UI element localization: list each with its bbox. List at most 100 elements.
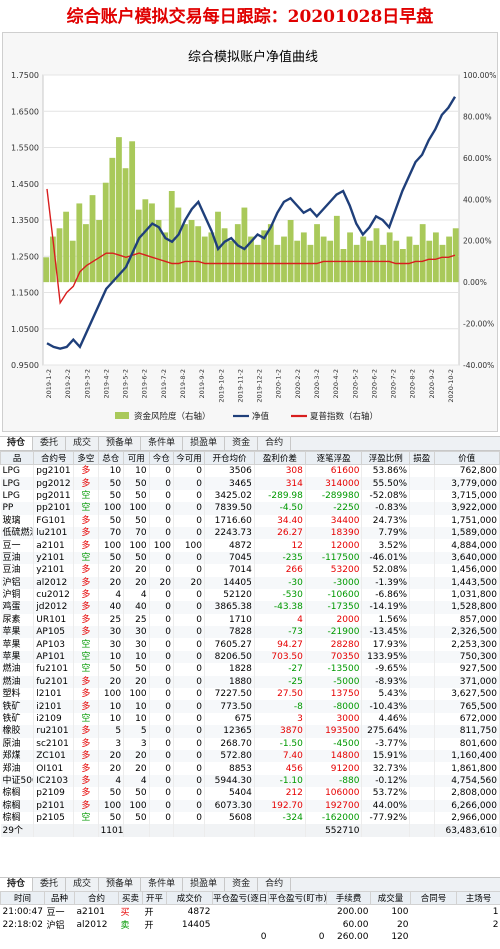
top-tab[interactable]: 合约 (258, 437, 292, 450)
position-cell: jd2012 (33, 601, 75, 614)
position-cell: 44.00% (361, 799, 411, 812)
position-row[interactable]: 低硫燃油lu2101多7070002243.7326.27183907.79%1… (0, 526, 500, 540)
column-header[interactable]: 合约号 (33, 451, 75, 465)
trade-column-header[interactable]: 品种 (44, 891, 75, 905)
position-cell: 61600 (305, 464, 363, 478)
bottom-tab[interactable]: 预备单 (99, 878, 142, 891)
position-row[interactable]: 郑煤 ZC101 多 20 20 0 0 572.80 7.40 14800 15.91% 1,160… (0, 749, 500, 763)
column-header[interactable]: 浮盈比例 (361, 451, 411, 465)
position-row[interactable]: 橡胶 ru2101 多 5 5 0 0 12365 3870 193500 275.64% 811,7… (0, 725, 500, 738)
position-row[interactable]: PP pp2101 空 100 100 0 0 7839.50 -4.50 -2250 -0.83%… (0, 502, 500, 515)
position-row[interactable]: 燃油 fu2101 多 20 20 0 0 1880 -25 -5000 -8.93% 371,000 (0, 675, 500, 689)
top-tab[interactable]: 成交 (66, 437, 100, 450)
trade-column-header[interactable]: 成交价 (166, 891, 213, 905)
column-header[interactable]: 多空 (73, 451, 99, 465)
top-tab[interactable]: 损盈单 (183, 437, 226, 450)
risk-bar (168, 191, 175, 283)
trade-column-header[interactable]: 合约 (74, 891, 119, 905)
position-row[interactable]: 沪铜 cu2012 多 4 4 0 0 52120 -530 -10600 -6.86% 1,031,… (0, 588, 500, 602)
position-row[interactable]: LPG pg2011 空 50 50 0 0 3425.02 -289.98 -289980 -52… (0, 489, 500, 503)
position-cell: 0 (149, 489, 174, 503)
position-cell: 7839.50 (204, 502, 255, 515)
column-header[interactable]: 总仓 (97, 451, 125, 465)
position-cell: 50 (98, 787, 125, 800)
position-row[interactable]: 棕榈 p2109 多 50 50 0 0 5404 212 106000 53.72% 2,808,0… (0, 787, 500, 800)
top-tab[interactable]: 委托 (33, 437, 67, 450)
net-value-chart: 综合模拟账户净值曲线 1.7500 1.6500 1.5500 1.4500 1.3500… (2, 32, 498, 432)
trade-column-header[interactable]: 时间 (0, 891, 45, 905)
column-header[interactable]: 盈利价差 (253, 451, 306, 465)
position-cell: 212 (254, 787, 306, 800)
position-row[interactable]: 原油 sc2101 多 3 3 0 0 268.70 -1.50 -4500 -3.77% 801,6… (0, 737, 500, 750)
position-cell: 25 (123, 613, 150, 627)
y-right-tick-label: 100.00% (463, 71, 496, 80)
bottom-tab[interactable]: 持仓 (0, 878, 34, 891)
bottom-tab[interactable]: 委托 (33, 878, 67, 891)
position-row[interactable]: 苹果 AP105 多 30 30 0 0 7828 -73 -21900 -13.45% 2,326,… (0, 626, 500, 639)
position-row[interactable]: 苹果 AP101 空 10 10 0 0 8206.50 703.50 70350 133.95% 7… (0, 650, 500, 664)
position-row[interactable]: 塑料 l2101 多 100 100 0 0 7227.50 27.50 13750 5.43% 3,… (0, 688, 500, 701)
top-tab[interactable]: 资金 (225, 437, 259, 450)
position-row[interactable]: LPG pg2012 多 50 50 0 0 3465 314 314000 55.50% 3,779… (0, 477, 500, 490)
position-row[interactable]: 郑油 OI101 多 20 20 0 0 8853 456 91200 32.73% 1,861,80… (0, 762, 500, 775)
position-cell (409, 725, 435, 738)
column-header[interactable]: 逐笔浮盈 (304, 451, 363, 465)
top-tab[interactable]: 条件单 (141, 437, 184, 450)
position-row[interactable]: 沪铝 al2012 多 20 20 20 20 14405 -30 -3000 -1.39% 1,44… (0, 576, 500, 589)
position-row[interactable]: 铁矿 i2109 空 10 10 0 0 675 3 3000 4.46% 672,000 (0, 712, 500, 726)
position-cell: 3000 (305, 712, 363, 726)
sharpe-line (46, 188, 456, 305)
position-cell: 20 (98, 762, 125, 775)
trade-column-header[interactable]: 手续费 (326, 891, 371, 905)
position-row[interactable]: 苹果 AP103 空 30 30 0 0 7605.27 94.27 28280 17.93% 2,2… (0, 638, 500, 651)
top-tab[interactable]: 预备单 (99, 437, 142, 450)
column-header[interactable]: 可用 (123, 451, 150, 465)
column-header[interactable]: 价值 (433, 451, 500, 465)
risk-bar (96, 220, 103, 283)
position-cell: 7014 (204, 564, 255, 577)
position-row[interactable]: 棕榈 p2101 多 100 100 0 0 6073.30 192.70 192700 44.00… (0, 799, 500, 812)
bottom-tab[interactable]: 条件单 (141, 878, 184, 891)
trade-column-header[interactable]: 平仓盈亏(盯市) (268, 891, 327, 905)
column-header[interactable]: 损盈 (409, 451, 435, 465)
column-header[interactable]: 今可用 (172, 451, 206, 465)
position-row[interactable]: 棕榈 p2105 空 50 50 0 0 5608 -324 -162000 -77.92% 2,96… (0, 811, 500, 825)
trade-column-header[interactable]: 买卖 (118, 891, 143, 905)
trade-column-header[interactable]: 平仓盈亏(逐日) (212, 891, 269, 905)
summary-cell (173, 824, 206, 837)
position-cell: 0 (149, 650, 174, 664)
bottom-tab[interactable]: 资金 (225, 878, 259, 891)
position-cell: 40 (98, 601, 125, 614)
position-row[interactable]: 豆一 a2101 多 100 100 100 100 4872 12 12000 3.52% 4,88… (0, 539, 500, 552)
position-row[interactable]: 尿素 UR101 多 25 25 0 0 1710 4 2000 1.56% 857,000 (0, 613, 500, 627)
column-header[interactable]: 开仓均价 (204, 451, 255, 465)
trade-cell: 100 (391, 906, 409, 917)
column-header[interactable]: 今仓 (148, 451, 174, 465)
position-row[interactable]: 鸡蛋 jd2012 多 40 40 0 0 3865.38 -43.38 -17350 -14.19… (0, 601, 500, 614)
bottom-tab[interactable]: 成交 (66, 878, 100, 891)
risk-bar (102, 182, 109, 283)
position-row[interactable]: 豆油 y2101 空 50 50 0 0 7045 -235 -117500 -46.01% 3,64… (0, 551, 500, 565)
trade-column-header[interactable]: 主场号 (456, 891, 500, 905)
position-row[interactable]: 铁矿 i2101 多 10 10 0 0 773.50 -8 -8000 -10.43% 765,50… (0, 700, 500, 713)
position-row[interactable]: 豆油 y2101 多 20 20 0 0 7014 266 53200 52.08% 1,456,00… (0, 564, 500, 577)
position-cell: 多 (73, 477, 99, 490)
bottom-tab[interactable]: 损盈单 (183, 878, 226, 891)
summary-cell (254, 824, 306, 837)
position-row[interactable]: 燃油 fu2101 空 50 50 0 0 1828 -27 -13500 -9.65% 927,50… (0, 663, 500, 676)
position-cell (409, 811, 435, 825)
trade-column-header[interactable]: 成交量 (370, 891, 411, 905)
position-cell: al2012 (33, 576, 75, 589)
column-header[interactable]: 品 (0, 451, 35, 465)
position-row[interactable]: 玻璃 FG101 多 50 50 0 0 1716.60 34.40 34400 24.73% 1,7… (0, 514, 500, 527)
trade-column-header[interactable]: 合同号 (410, 891, 457, 905)
top-tab[interactable]: 持仓 (0, 437, 34, 450)
bottom-tab[interactable]: 合约 (258, 878, 292, 891)
position-cell (409, 539, 435, 552)
position-row[interactable]: 中证500IC2103多44005944.30-1.10-880-0.12%4,… (0, 774, 500, 788)
position-cell (409, 564, 435, 577)
position-row[interactable]: LPG pg2101 多 10 10 0 0 3506 308 61600 53.86% 762,80… (0, 464, 500, 478)
trade-row[interactable]: 22:18:02 沪铝 al2012 卖 开 14405 60.00 20 2 (1, 918, 500, 932)
trade-column-header[interactable]: 开平 (142, 891, 167, 905)
trade-row[interactable]: 21:00:47 豆一 a2101 买 开 4872 200.00 100 1 (1, 905, 500, 919)
